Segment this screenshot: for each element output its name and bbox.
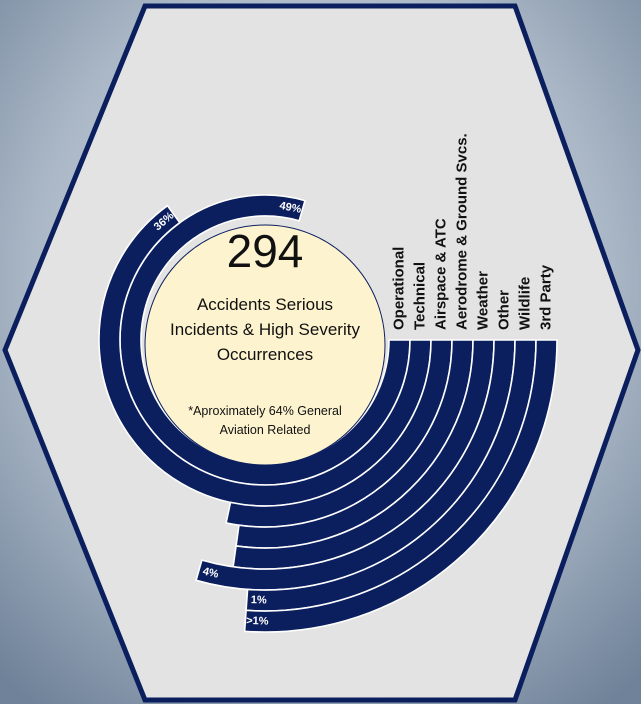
rings (98, 194, 558, 633)
title: Accidents Serious Incidents & High Sever… (170, 295, 360, 364)
category-label: Technical (411, 262, 428, 330)
category-label: Airspace & ATC (432, 218, 449, 330)
category-label: Weather (474, 271, 491, 330)
value-label: 4% (202, 565, 220, 580)
category-label: 3rd Party (537, 264, 554, 330)
total: 294 (227, 225, 304, 277)
value-label: 1% (251, 594, 267, 606)
value-label: 49% (278, 200, 302, 216)
category-label: Aerodrome & Ground Svcs. (453, 133, 470, 330)
category-label: Wildlife (516, 277, 533, 330)
note-box: *Aproximately 64% General Aviation Relat… (188, 404, 342, 437)
category-label: Operational (390, 247, 407, 330)
title-box: Accidents Serious Incidents & High Sever… (170, 295, 360, 364)
ring-bar (243, 339, 558, 633)
value-label: >1% (246, 615, 269, 628)
note: *Aproximately 64% General Aviation Relat… (188, 404, 342, 437)
category-label: Other (495, 290, 512, 330)
center-circle (144, 224, 386, 466)
